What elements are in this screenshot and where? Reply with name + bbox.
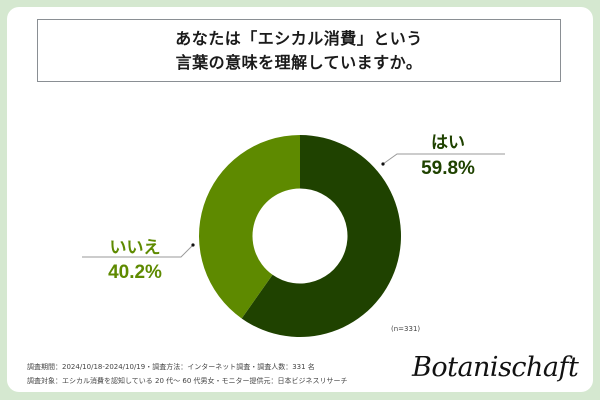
leader-line-no <box>82 243 195 258</box>
donut-segments <box>199 135 401 337</box>
leader-line-yes <box>381 153 505 166</box>
label-no-value: 40.2% <box>108 262 162 283</box>
brand-logo: Botanischaft <box>412 352 579 383</box>
donut-segment-1 <box>199 135 300 319</box>
sample-size-note: (n=331) <box>391 325 421 333</box>
footer-line-2: 調査対象：エシカル消費を認知している 20 代～ 60 代男女・モニター提供元：… <box>27 377 348 385</box>
title-box: あなたは「エシカル消費」という 言葉の意味を理解していますか。 <box>37 19 561 82</box>
label-no-category: いいえ <box>109 238 161 258</box>
title-line-2: 言葉の意味を理解していますか。 <box>175 52 423 72</box>
label-yes-category: はい <box>431 133 465 153</box>
survey-footer: 調査期間：2024/10/18-2024/10/19・調査方法：インターネット調… <box>27 360 348 388</box>
label-yes-value: 59.8% <box>421 158 475 179</box>
footer-line-1: 調査期間：2024/10/18-2024/10/19・調査方法：インターネット調… <box>27 363 315 371</box>
donut-segment-0 <box>241 135 401 337</box>
title-line-1: あなたは「エシカル消費」という <box>175 28 423 48</box>
